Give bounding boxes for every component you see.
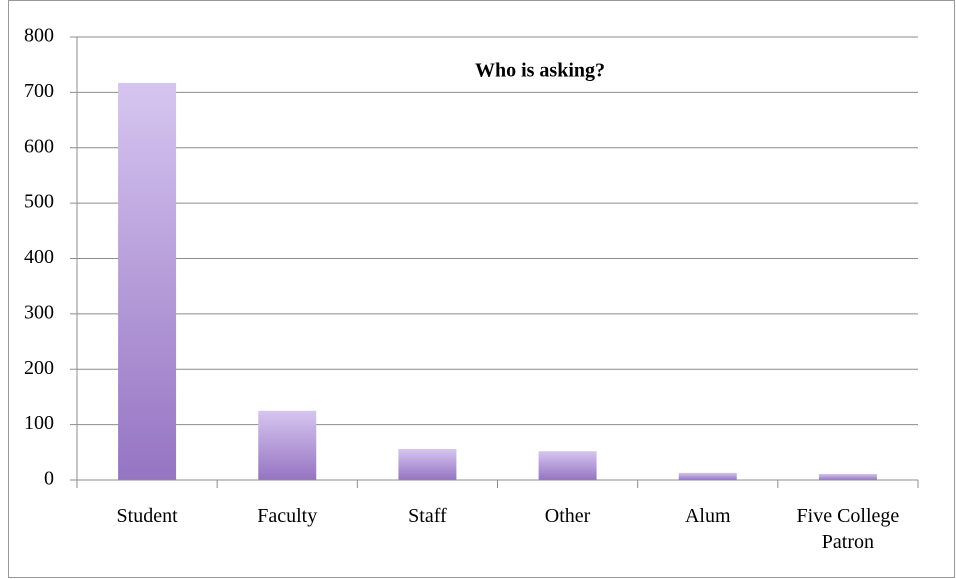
bar [398, 448, 457, 480]
y-tick-label: 200 [24, 357, 54, 379]
y-tick-label: 700 [24, 80, 54, 102]
bar [678, 472, 737, 480]
y-tick-label: 400 [24, 246, 54, 268]
y-tick-label: 0 [44, 468, 54, 490]
y-tick-label: 800 [24, 25, 54, 47]
bar [118, 82, 177, 481]
bar [818, 473, 877, 480]
bar [538, 451, 597, 480]
x-tick-label: Student [116, 505, 178, 527]
chart-title: Who is asking? [475, 60, 605, 82]
y-tick-label: 600 [24, 135, 54, 157]
y-tick-label: 100 [24, 412, 54, 434]
y-tick-label: 300 [24, 301, 54, 323]
x-tick-label: Faculty [257, 505, 318, 527]
x-tick-label: Other [544, 505, 591, 527]
x-tick-label: Staff [408, 505, 447, 527]
y-tick-label: 500 [24, 191, 54, 213]
bar [258, 410, 317, 480]
chart-frame [8, 0, 955, 578]
x-tick-label: Five College Patron [796, 505, 900, 553]
x-tick-label: Alum [684, 505, 731, 527]
